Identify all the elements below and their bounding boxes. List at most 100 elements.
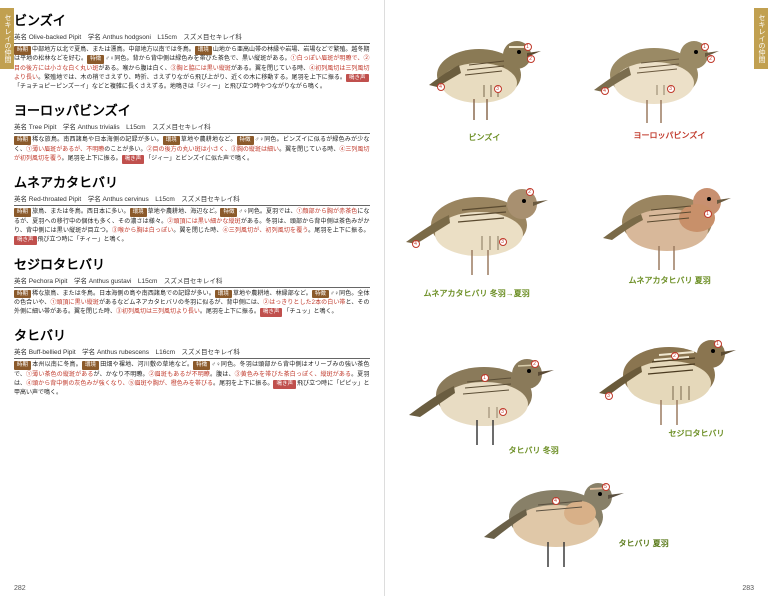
body-text: ♂♀同色。背から背中側は緑色みを帯びた茶色で、黒い縦斑がある。	[105, 56, 291, 62]
body-text: 。翼を閉じている時、	[279, 147, 339, 153]
callout-marker: 3	[499, 408, 507, 416]
highlighted-text: ③黄色みを帯びた茶白っぽく、縦斑がある	[235, 372, 352, 378]
field-tag: 環境	[163, 136, 180, 145]
body-text: 「チョチョピーピンズーイ」などと複雑に長くさえずる。地鳴きは「ジィー」と飛び立つ…	[14, 84, 326, 90]
field-tag: 時期	[14, 46, 31, 55]
body-text: 稀な旅鳥。南西諸島や日本海側の記録が多い。	[32, 137, 163, 143]
bird-tahibari-summer: 4 5	[474, 455, 644, 580]
bird-muneaka-summer: 1	[589, 160, 749, 285]
species-title: ヨーロッパビンズイ	[14, 100, 370, 119]
species-title: タヒバリ	[14, 325, 370, 344]
field-tag: 鳴き声	[14, 236, 37, 245]
right-page: セキレイの仲間 1 2 3 4 ビンズイ	[385, 0, 768, 596]
species-entry: ビンズイ英名 Olive-backed Pipit 学名 Anthus hodg…	[14, 10, 370, 92]
callout-marker: 2	[531, 360, 539, 368]
species-description: 時期本州以南に冬鳥。環境田畑や裸地、河川敷の草地など。特徴♂♀同色。冬羽は頭部か…	[14, 361, 370, 398]
species-title: ビンズイ	[14, 10, 370, 29]
body-text: 草地や農耕地など。	[181, 137, 237, 143]
field-tag: 鳴き声	[260, 308, 283, 317]
body-text: 草地や農耕地、林縁部など。	[233, 291, 312, 297]
body-text: がある。喉から腹は白く、	[98, 66, 170, 72]
callout-marker: 5	[602, 483, 610, 491]
callout-marker: 4	[412, 240, 420, 248]
field-tag: 環境	[195, 46, 212, 55]
highlighted-text: ②はっきりとした2本の白い帯	[263, 300, 345, 306]
body-text: 。尾羽を上下に振る。	[200, 309, 260, 315]
body-text: 田畑や裸地、河川敷の草地など。	[100, 362, 193, 368]
body-text: が、かなり不明瞭。	[94, 372, 149, 378]
body-text: 「チュッ」と鳴く。	[283, 309, 337, 315]
highlighted-text: ②眉斑もあるが不明瞭	[149, 372, 210, 378]
species-list: ビンズイ英名 Olive-backed Pipit 学名 Anthus hodg…	[14, 10, 370, 399]
bird-label-muneaka-s: ムネアカタヒバリ 夏羽	[629, 275, 711, 286]
body-text: があるなどムネアカタヒバリの冬羽に似るが、背中側には、	[99, 300, 263, 306]
body-text: のことが多い。	[104, 147, 146, 153]
species-meta: 英名 Red-throated Pipit 学名 Anthus cervinus…	[14, 193, 370, 206]
callout-marker: 2	[707, 55, 715, 63]
left-page: セキレイの仲間 ビンズイ英名 Olive-backed Pipit 学名 Ant…	[0, 0, 385, 596]
field-tag: 時期	[14, 136, 31, 145]
callout-marker: 3	[605, 392, 613, 400]
highlighted-text: ③胸と脇には黒い縦斑	[171, 66, 231, 72]
highlighted-text: ④三列風切が、初列風切を覆う	[223, 228, 309, 234]
body-text: 飛び立つ時に「チィー」と鳴く。	[38, 237, 128, 243]
bird-sejiro: 1 2 3	[589, 310, 754, 440]
callout-marker: 1	[714, 340, 722, 348]
callout-marker: 3	[494, 85, 502, 93]
field-tag: 環境	[215, 290, 232, 299]
body-text: がある。翼を閉じている時、	[231, 66, 309, 72]
callout-marker: 2	[527, 55, 535, 63]
field-tag: 時期	[14, 208, 31, 217]
body-text: ♂♀同色。夏羽では、	[238, 209, 296, 215]
highlighted-text: ②頭頂には黒い細かな縦斑	[167, 219, 241, 225]
bird-binzui: 1 2 3 4	[409, 15, 559, 135]
bird-muneaka-winter: 2 3 4	[394, 160, 569, 290]
species-meta: 英名 Buff-bellied Pipit 学名 Anthus rubescen…	[14, 346, 370, 359]
species-entry: ムネアカタヒバリ英名 Red-throated Pipit 学名 Anthus …	[14, 172, 370, 245]
page-number-right: 283	[742, 585, 754, 592]
callout-marker: 2	[671, 352, 679, 360]
highlighted-text: ③喉から胸は白っぽい	[112, 228, 173, 234]
callout-marker: 1	[524, 43, 532, 51]
callout-marker: 1	[704, 210, 712, 218]
species-description: 時期稀な旅鳥。南西諸島や日本海側の記録が多い。環境草地や農耕地など。特徴♂♀同色…	[14, 136, 370, 164]
section-tab-left: セキレイの仲間	[0, 8, 14, 69]
bird-label-muneaka-w: ムネアカタヒバリ 冬羽→夏羽	[424, 288, 530, 299]
species-entry: ヨーロッパビンズイ英名 Tree Pipit 学名 Anthus trivial…	[14, 100, 370, 164]
body-text: 「ジィー」とビンズイに似た声で鳴く。	[145, 156, 253, 162]
highlighted-text: ①顔部から胸が赤茶色	[296, 209, 357, 215]
section-tab-right: セキレイの仲間	[754, 8, 768, 69]
body-text: 。尾羽を上下に振る。	[308, 228, 369, 234]
body-text: 本州以南に冬鳥。	[32, 362, 82, 368]
body-text: 稀な旅鳥、または冬鳥。日本海側の島や南西諸島での記録が多い。	[32, 291, 215, 297]
page-number-left: 282	[14, 585, 26, 592]
highlighted-text: ①薄い眉斑があるが、不明瞭	[26, 147, 104, 153]
body-text: 旅鳥、または冬鳥。西日本に多い。	[32, 209, 130, 215]
species-meta: 英名 Pechora Pipit 学名 Anthus gustavi L15cm…	[14, 275, 370, 288]
field-tag: 特徴	[312, 290, 329, 299]
field-tag: 時期	[14, 290, 31, 299]
callout-marker: 4	[437, 83, 445, 91]
body-text: 中部地方以北で夏鳥、または漂鳥。中部地方以南では冬鳥。	[32, 47, 195, 53]
field-tag: 時期	[14, 361, 31, 370]
species-entry: セジロタヒバリ英名 Pechora Pipit 学名 Anthus gustav…	[14, 254, 370, 318]
callout-marker: 1	[701, 43, 709, 51]
species-title: セジロタヒバリ	[14, 254, 370, 273]
bird-label-tahibari-s: タヒバリ 夏羽	[619, 538, 669, 549]
bird-europe-binzui: 1 2 3 4	[579, 15, 739, 140]
body-text: 。翼を閉じた時、	[173, 228, 222, 234]
body-text: 草地や農耕地、海辺など。	[148, 209, 221, 215]
field-tag: 特徴	[193, 361, 210, 370]
callout-marker: 3	[667, 85, 675, 93]
body-text: 。腹は、	[210, 372, 235, 378]
callout-marker: 2	[526, 188, 534, 196]
callout-marker: 4	[552, 497, 560, 505]
bird-label-sejiro: セジロタヒバリ	[669, 428, 725, 439]
bird-label-binzui: ビンズイ	[469, 132, 501, 143]
species-description: 時期稀な旅鳥、または冬鳥。日本海側の島や南西諸島での記録が多い。環境草地や農耕地…	[14, 290, 370, 318]
bird-tahibari-winter: 1 2 3	[399, 330, 574, 460]
species-meta: 英名 Tree Pipit 学名 Anthus trivialis L15cm …	[14, 121, 370, 134]
body-text: 。繁殖地では、木の梢でさえずり、時折、さえずりながら飛び上がり、近くの木に移動す…	[38, 75, 346, 81]
highlighted-text: ①薄い茶色の縦斑がある	[26, 372, 94, 378]
field-tag: 鳴き声	[122, 155, 145, 164]
